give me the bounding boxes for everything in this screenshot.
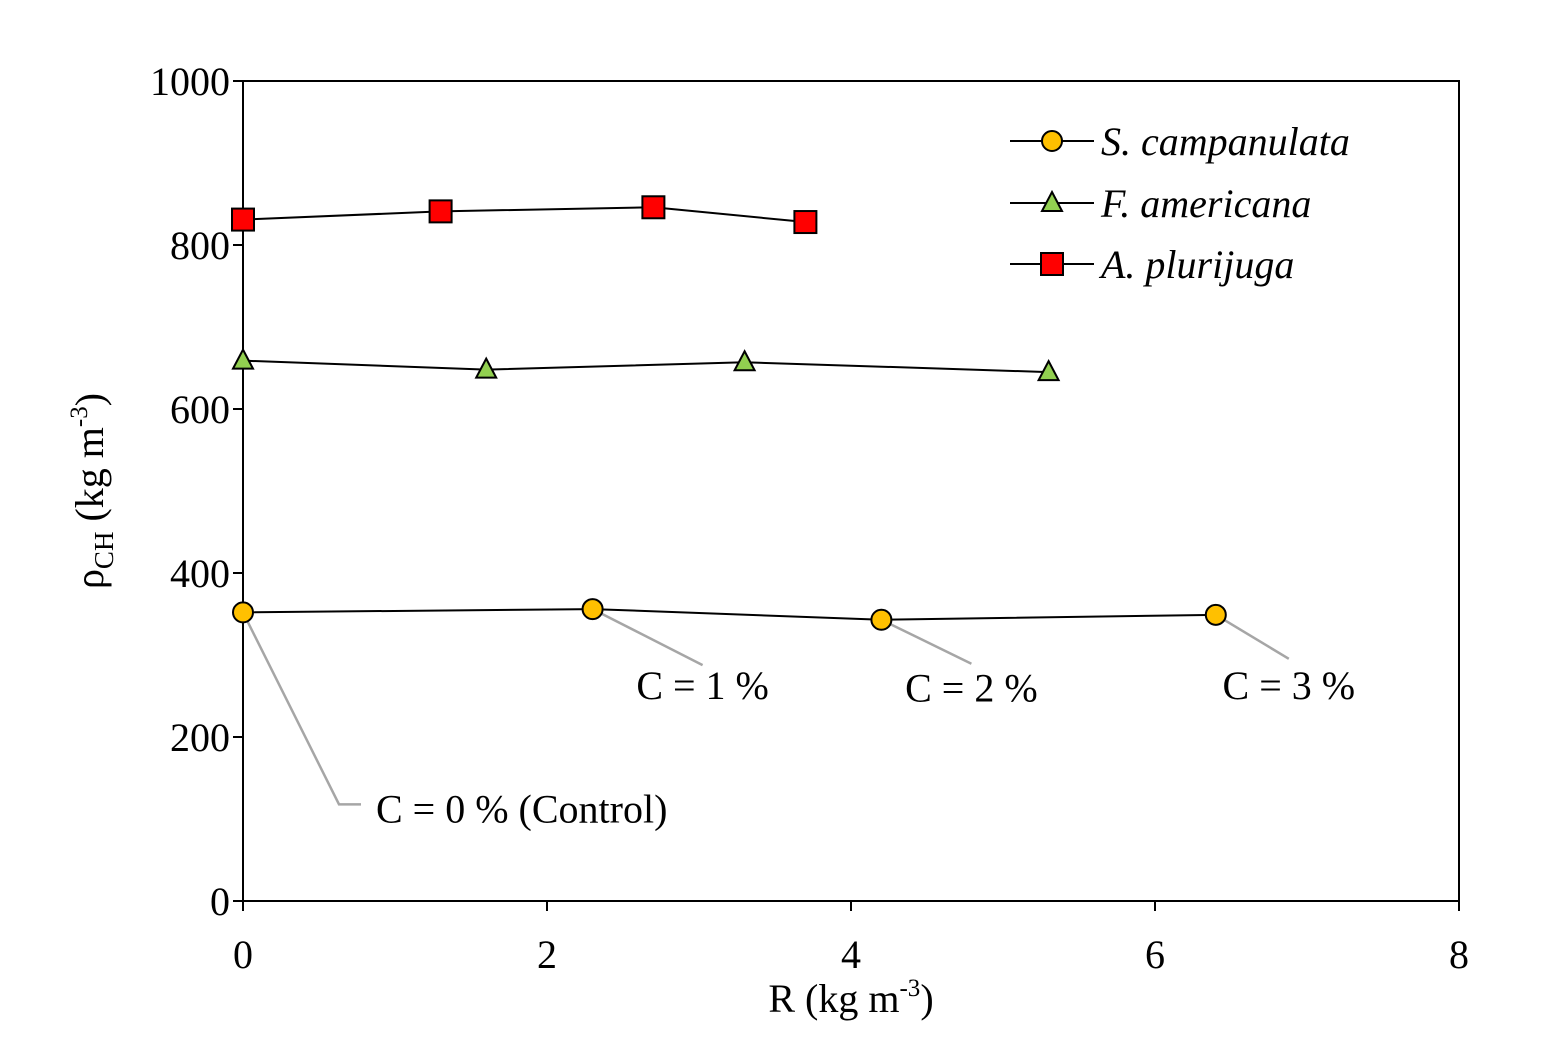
legend-marker — [1040, 189, 1064, 212]
data-point — [870, 608, 893, 631]
legend-marker — [1040, 252, 1064, 276]
x-tick-label: 6 — [1145, 932, 1165, 977]
annotation-labels: C = 0 % (Control) C = 1 % C = 2 % C = 3 % — [376, 663, 1355, 832]
annotation-leader-line — [880, 618, 972, 665]
y-tick-label: 0 — [210, 879, 230, 924]
y-axis-title: ρCH (kg m-3) — [66, 393, 119, 589]
annotation-label: C = 0 % (Control) — [376, 786, 667, 831]
y-tick-label: 800 — [170, 223, 230, 268]
legend-label: F. americana — [1100, 181, 1311, 226]
y-tick-label: 200 — [170, 715, 230, 760]
y-tick-label: 1000 — [150, 59, 230, 104]
x-tick-label: 4 — [841, 932, 861, 977]
data-point — [641, 195, 666, 220]
annotation-label: C = 2 % — [905, 666, 1038, 711]
data-point — [581, 598, 604, 621]
legend-item: F. americana — [1010, 181, 1311, 226]
axis-ticks: 0 200 400 600 800 1000 0 2 4 6 8 — [150, 59, 1469, 977]
legend-label: S. campanulata — [1101, 119, 1350, 164]
data-point — [231, 207, 255, 232]
data-point — [793, 210, 818, 235]
data-point — [231, 347, 255, 370]
annotation-leader-lines — [241, 607, 1290, 806]
x-axis-title: R (kg m-3) — [768, 975, 933, 1021]
annotation-leader-line — [592, 607, 704, 667]
series-line — [242, 359, 1049, 374]
y-tick-label: 600 — [170, 387, 230, 432]
series-layer — [231, 195, 1227, 631]
series-square — [231, 195, 818, 235]
series-line — [242, 608, 1216, 621]
data-point — [732, 349, 757, 372]
annotation-leader-line — [241, 611, 361, 806]
legend: S. campanulata F. americana A. plurijuga — [1010, 119, 1350, 287]
series-triangle — [231, 347, 1061, 382]
series-line — [242, 206, 806, 224]
y-tick-label: 400 — [170, 551, 230, 596]
legend-label: A. plurijuga — [1098, 242, 1294, 287]
x-tick-label: 0 — [233, 932, 253, 977]
data-point — [232, 601, 254, 624]
x-tick-label: 8 — [1449, 932, 1469, 977]
data-point — [1036, 358, 1061, 382]
data-point — [1204, 603, 1227, 626]
series-circle — [232, 598, 1227, 631]
annotation-label: C = 1 % — [636, 663, 769, 708]
legend-item: A. plurijuga — [1010, 242, 1294, 287]
x-tick-label: 2 — [537, 932, 557, 977]
data-point — [428, 199, 453, 224]
annotation-label: C = 3 % — [1223, 663, 1356, 708]
annotation-leader-line — [1215, 613, 1290, 660]
data-point — [474, 356, 498, 379]
legend-item: S. campanulata — [1010, 119, 1350, 164]
legend-marker — [1041, 130, 1063, 152]
